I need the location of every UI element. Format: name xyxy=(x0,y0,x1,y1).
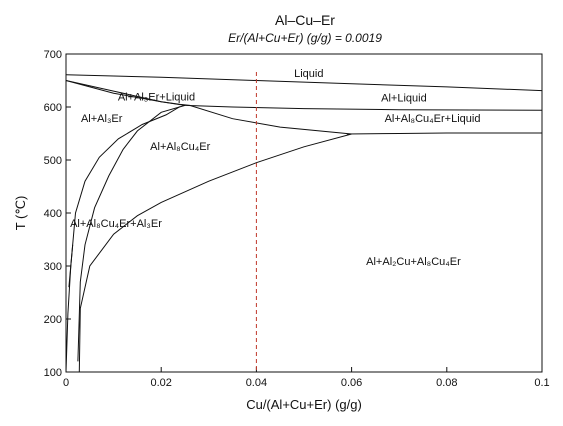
x-tick-label: 0.06 xyxy=(341,377,362,389)
phase-boundary-line xyxy=(346,132,542,135)
phase-boundary-line xyxy=(65,80,352,135)
phase-boundary-line xyxy=(77,104,186,362)
phase-region-label: Al+Al₈Cu₄Er xyxy=(150,141,210,153)
phase-boundary-line xyxy=(68,106,181,288)
chart-subtitle: Er/(Al+Cu+Er) (g/g) = 0.0019 xyxy=(228,31,382,45)
y-tick-label: 300 xyxy=(44,261,62,273)
y-tick-label: 700 xyxy=(44,49,62,61)
phase-boundary-line xyxy=(65,80,543,111)
phase-region-label: Al+Al₈Cu₄Er+Liquid xyxy=(385,113,481,125)
phase-boundary-line xyxy=(78,133,352,373)
x-tick-label: 0.02 xyxy=(150,377,171,389)
phase-boundary-line xyxy=(65,244,74,373)
x-tick-label: 0.1 xyxy=(534,377,549,389)
y-tick-label: 500 xyxy=(44,155,62,167)
y-tick-label: 100 xyxy=(44,367,62,379)
phase-region-label: Al+Al₃Er xyxy=(81,113,123,125)
phase-region-label: Liquid xyxy=(294,68,323,80)
x-axis-label: Cu/(Al+Cu+Er) (g/g) xyxy=(246,397,362,412)
y-tick-label: 400 xyxy=(44,208,62,220)
phase-region-label: Al+Al₈Cu₄Er+Al₃Er xyxy=(70,218,162,230)
phase-region-label: Al+Al₃Er+Liquid xyxy=(118,92,195,104)
x-tick-label: 0.08 xyxy=(436,377,457,389)
y-tick-label: 200 xyxy=(44,314,62,326)
phase-region-label: Al+Al₂Cu+Al₈Cu₄Er xyxy=(366,256,461,268)
x-tick-label: 0.04 xyxy=(246,377,267,389)
chart-title: Al–Cu–Er xyxy=(275,12,335,28)
x-tick-label: 0 xyxy=(63,377,69,389)
phase-boundary-line xyxy=(65,74,543,92)
phase-region-label: Al+Liquid xyxy=(381,93,427,105)
y-tick-label: 600 xyxy=(44,102,62,114)
y-axis-label: T (℃) xyxy=(13,196,28,231)
plot-frame xyxy=(65,53,543,373)
